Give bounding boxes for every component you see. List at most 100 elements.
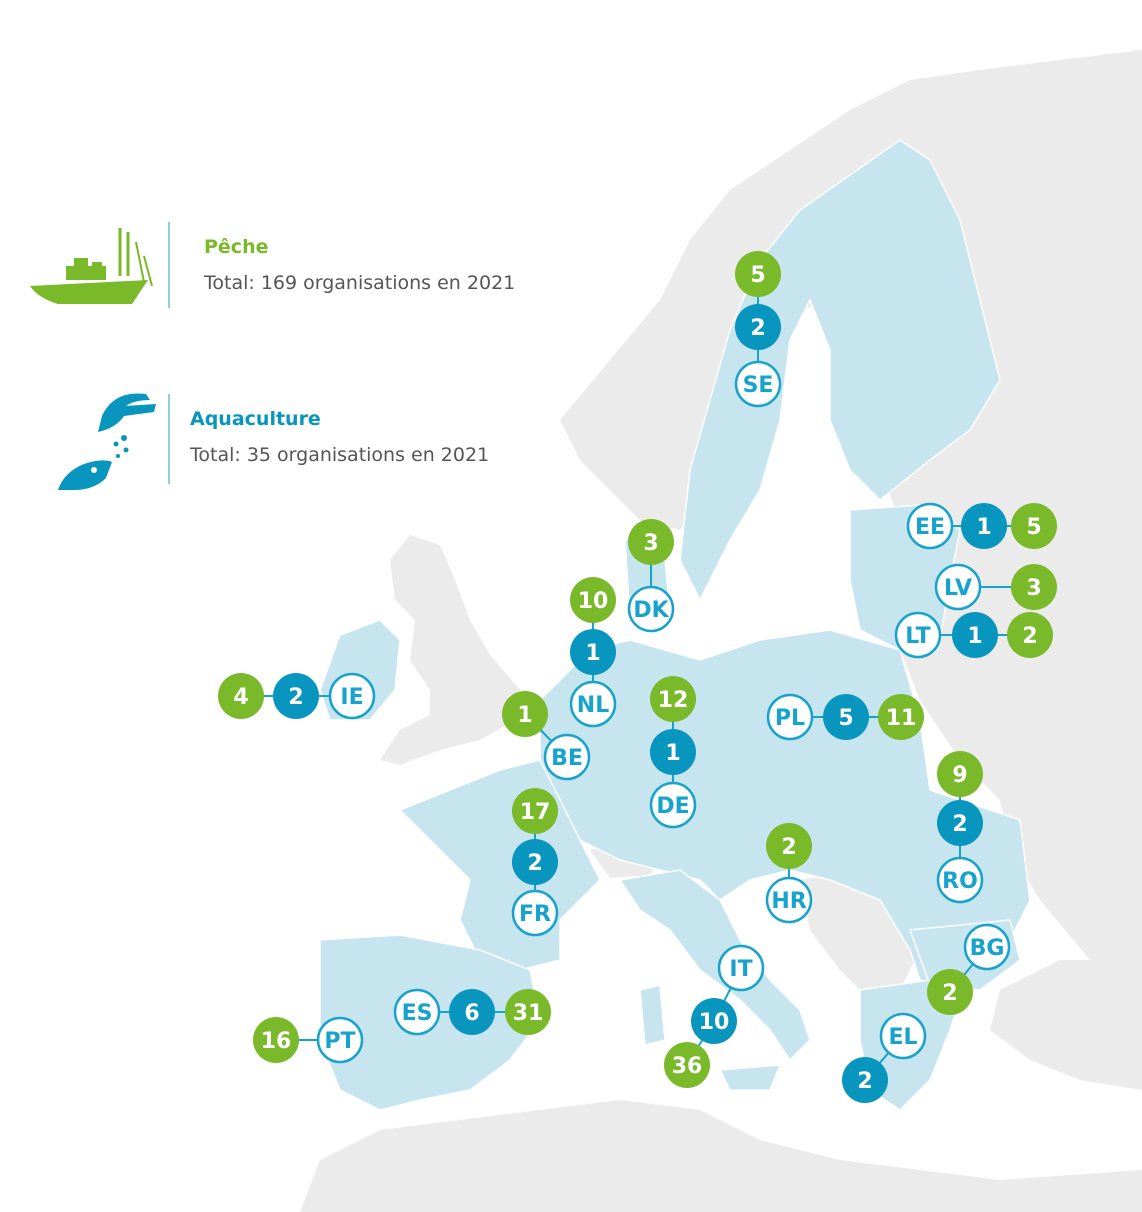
country-marker-el: EL 2: [842, 1012, 927, 1103]
country-code-label: LV: [944, 576, 972, 601]
fisheries-count-bubble: [512, 788, 558, 834]
country-code-ring: [936, 856, 984, 904]
aquaculture-count-bubble: [570, 629, 616, 675]
fisheries-total: Total: 169 organisations en 2021: [204, 272, 516, 294]
country-code-label: LT: [905, 624, 930, 649]
country-code-label: EL: [888, 1025, 917, 1050]
fisheries-count-bubble: [218, 673, 264, 719]
fisheries-count-bubble: [628, 519, 674, 565]
aquaculture-count-bubble: [961, 503, 1007, 549]
fisheries-divider: [168, 222, 170, 308]
fisheries-count-bubble: [664, 1042, 710, 1088]
aquaculture-count-label: 2: [857, 1069, 872, 1094]
fisheries-count-bubble: [927, 969, 973, 1015]
country-marker-ro: RO 2 9: [936, 751, 984, 904]
fisheries-title: Pêche: [204, 236, 269, 258]
country-marker-nl: NL 1 10: [569, 577, 617, 728]
fisheries-count-bubble: [1011, 503, 1057, 549]
country-marker-lt: LT 1 2: [894, 611, 1053, 659]
country-code-label: RO: [942, 869, 978, 894]
fisheries-count-label: 2: [781, 835, 796, 860]
aquaculture-count-label: 2: [750, 316, 765, 341]
fisheries-count-bubble: [502, 691, 548, 737]
country-marker-lv: LV 3: [934, 563, 1057, 611]
hand-feeding-fish-icon: [58, 393, 156, 490]
country-code-label: BG: [970, 936, 1005, 961]
country-code-label: DE: [656, 794, 689, 819]
fisheries-count-label: 1: [517, 703, 532, 728]
country-code-ring: [734, 360, 782, 408]
aquaculture-legend: Aquaculture Total: 35 organisations en 2…: [0, 386, 600, 490]
aquaculture-count-label: 5: [838, 706, 853, 731]
sardinia-region: [639, 984, 666, 1046]
country-code-ring: [511, 889, 559, 937]
aquaculture-count-bubble: [823, 694, 869, 740]
fisheries-legend: Pêche Total: 169 organisations en 2021: [0, 222, 600, 312]
aquaculture-count-label: 2: [952, 812, 967, 837]
country-marker-dk: DK 3: [627, 519, 675, 633]
aquaculture-count-label: 1: [967, 624, 982, 649]
sicily-region: [718, 1064, 782, 1091]
aquaculture-total: Total: 35 organisations en 2021: [190, 444, 490, 466]
fisheries-count-label: 11: [886, 706, 917, 731]
aquaculture-count-label: 6: [464, 1001, 479, 1026]
fisheries-count-bubble: [937, 751, 983, 797]
aquaculture-count-bubble: [691, 998, 737, 1044]
country-marker-pt: PT 16: [253, 1016, 364, 1064]
fisheries-count-bubble: [1011, 564, 1057, 610]
country-code-ring: [627, 585, 675, 633]
country-marker-hr: HR 2: [765, 823, 813, 924]
aquaculture-count-label: 10: [699, 1010, 730, 1035]
fisheries-count-bubble: [1007, 612, 1053, 658]
country-code-ring: [894, 611, 942, 659]
aquaculture-count-bubble: [842, 1057, 888, 1103]
country-code-ring: [649, 781, 697, 829]
country-code-ring: [963, 923, 1011, 971]
fishing-boat-icon: [30, 228, 153, 304]
country-code-label: NL: [577, 693, 609, 718]
aquaculture-count-label: 1: [665, 741, 680, 766]
country-code-label: ES: [402, 1001, 433, 1026]
country-code-ring: [879, 1012, 927, 1060]
fisheries-count-bubble: [735, 251, 781, 297]
aquaculture-count-bubble: [735, 304, 781, 350]
fisheries-count-bubble: [505, 989, 551, 1035]
fisheries-count-label: 3: [643, 531, 658, 556]
country-code-ring: [328, 672, 376, 720]
fisheries-count-label: 10: [578, 589, 609, 614]
uk-landmass: [380, 535, 520, 765]
country-marker-de: DE 1 12: [649, 676, 697, 829]
eastern-europe-landmass: [880, 560, 1142, 1000]
aquaculture-count-bubble: [449, 989, 495, 1035]
fisheries-count-bubble: [570, 577, 616, 623]
aquaculture-count-label: 1: [976, 515, 991, 540]
country-marker-se: SE 2 5: [734, 251, 782, 408]
country-code-label: IT: [729, 957, 752, 982]
fisheries-count-bubble: [253, 1017, 299, 1063]
fisheries-count-label: 17: [520, 800, 551, 825]
fisheries-count-label: 9: [952, 763, 967, 788]
fisheries-count-label: 36: [672, 1054, 703, 1079]
country-code-label: BE: [551, 746, 583, 771]
fisheries-count-label: 16: [261, 1029, 292, 1054]
country-code-label: IE: [340, 685, 363, 710]
fisheries-count-label: 3: [1026, 576, 1041, 601]
country-code-label: PL: [775, 706, 805, 731]
country-marker-ie: IE 2 4: [218, 672, 376, 720]
country-marker-bg: BG 2: [927, 923, 1011, 1015]
country-code-label: DK: [633, 598, 669, 623]
country-code-ring: [765, 876, 813, 924]
fisheries-count-label: 2: [1022, 624, 1037, 649]
country-code-ring: [569, 680, 617, 728]
country-marker-pl: PL 5 11: [766, 693, 924, 741]
country-code-label: FR: [519, 902, 551, 927]
fisheries-count-bubble: [766, 823, 812, 869]
aquaculture-count-bubble: [273, 673, 319, 719]
country-code-ring: [906, 502, 954, 550]
country-code-ring: [543, 733, 591, 781]
aquaculture-count-label: 1: [585, 641, 600, 666]
aquaculture-count-bubble: [952, 612, 998, 658]
country-marker-it: IT 10 36: [664, 944, 765, 1088]
